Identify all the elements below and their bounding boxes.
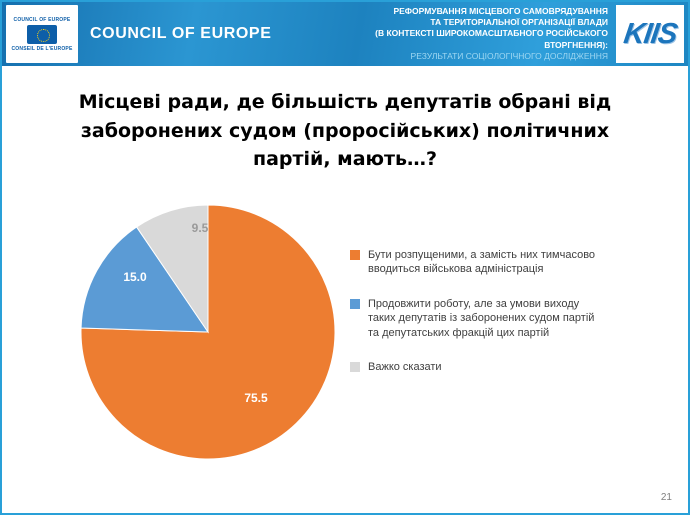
report-title-line-4: ВТОРГНЕННЯ): [544,39,608,50]
kiis-logo: KIIS [616,5,684,63]
coe-logo-text-bottom: CONSEIL DE L'EUROPE [11,45,73,52]
legend-swatch-gray [350,362,360,373]
legend-item-continue: Продовжити роботу, але за умови виходу т… [350,297,612,341]
report-title: РЕФОРМУВАННЯ МІСЦЕВОГО САМОВРЯДУВАННЯ ТА… [375,6,608,62]
legend-label-dissolved: Бути розпущеними, а замість них тимчасов… [368,248,596,276]
coe-stars-icon [27,24,57,44]
pie-slice-3 [135,203,209,334]
pie-chart-area: 75.5 15.0 9.5 Бути розпущеними, а заміст… [2,188,688,500]
data-label-orange: 75.5 [244,390,268,405]
slide-title: Місцеві ради, де більшість депутатів обр… [78,91,612,170]
data-label-gray: 9.5 [191,220,209,235]
legend-swatch-orange [350,249,360,260]
report-title-line-1: РЕФОРМУВАННЯ МІСЦЕВОГО САМОВРЯДУВАННЯ [393,5,608,16]
legend-item-dissolved: Бути розпущеними, а замість них тимчасов… [350,248,612,277]
page-number: 21 [660,492,672,503]
legend-swatch-blue [350,298,360,309]
legend-item-hard-to-say: Важко сказати [350,360,612,375]
header-banner: COUNCIL OF EUROPE CONSEIL DE L'EUROPE CO… [2,2,688,66]
report-title-line-3: (В КОНТЕКСТІ ШИРОКОМАСШТАБНОГО РОСІЙСЬКО… [375,28,608,39]
coe-logo-text-top: COUNCIL OF EUROPE [13,16,71,23]
data-label-blue: 15.0 [123,269,147,284]
chart-legend: Бути розпущеними, а замість них тимчасов… [350,248,612,375]
legend-label-hard-to-say: Важко сказати [368,361,442,374]
pie-chart [80,203,336,459]
report-title-line-2: ТА ТЕРИТОРІАЛЬНОЇ ОРГАНІЗАЦІЇ ВЛАДИ [430,17,608,28]
pie-slice-2 [80,225,209,333]
kiis-logo-text: KIIS [621,17,679,50]
council-of-europe-logo: COUNCIL OF EUROPE CONSEIL DE L'EUROPE [6,5,78,63]
legend-label-continue: Продовжити роботу, але за умови виходу т… [368,297,595,339]
report-subtitle: РЕЗУЛЬТАТИ СОЦІОЛОГІЧНОГО ДОСЛІДЖЕННЯ [410,50,608,61]
org-name: COUNCIL OF EUROPE [90,25,272,42]
